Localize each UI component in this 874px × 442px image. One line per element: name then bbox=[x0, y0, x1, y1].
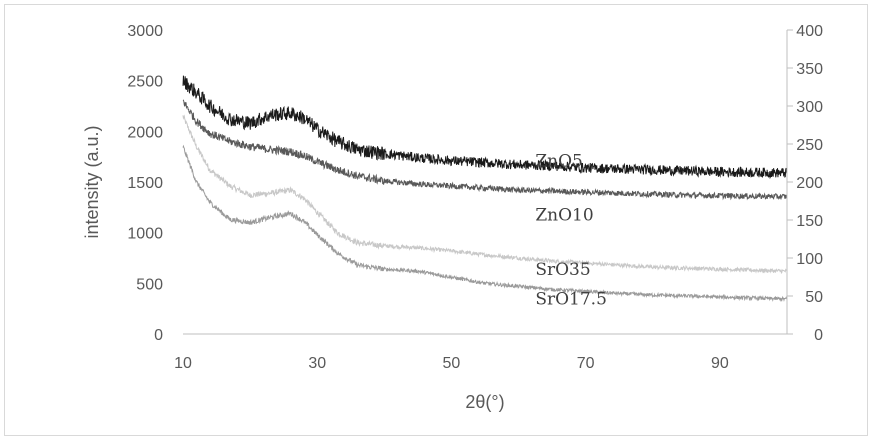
y-tick-label: 0 bbox=[154, 327, 163, 344]
x-tick-label: 30 bbox=[308, 355, 326, 372]
x-tick-label: 50 bbox=[443, 355, 461, 372]
series-line-sro17-5 bbox=[182, 144, 788, 302]
y2-tick-label: 400 bbox=[796, 23, 823, 40]
tick-labels: 0 500 1000 1500 2000 2500 3000 0 50 100 150 200 250 3… bbox=[127, 23, 823, 372]
y2-tick-label: 300 bbox=[796, 99, 823, 116]
x-tick-label: 70 bbox=[577, 355, 595, 372]
y2-tick-label: 150 bbox=[796, 213, 823, 230]
y2-tick-label: 50 bbox=[805, 289, 823, 306]
y-tick-label: 3000 bbox=[127, 23, 163, 40]
axes-layer bbox=[183, 30, 788, 335]
y2-tick-label: 100 bbox=[796, 251, 823, 268]
series-label: SrO17.5 bbox=[535, 290, 607, 310]
series-label: ZnO10 bbox=[535, 205, 593, 225]
x-axis-title: 2θ(°) bbox=[465, 392, 504, 412]
y2-tick-label: 350 bbox=[796, 61, 823, 78]
chart-frame bbox=[4, 4, 868, 436]
series-label: ZnO5 bbox=[535, 152, 583, 172]
series-layer bbox=[182, 75, 788, 302]
y-tick-label: 2000 bbox=[127, 124, 163, 141]
y2-tick-label: 200 bbox=[796, 175, 823, 192]
x-tick-label: 90 bbox=[711, 355, 729, 372]
y2-tick-label: 0 bbox=[814, 327, 823, 344]
y-tick-label: 500 bbox=[136, 276, 163, 293]
y2-tick-label: 250 bbox=[796, 137, 823, 154]
x-tick-label: 10 bbox=[174, 355, 192, 372]
series-line-zno5 bbox=[182, 75, 788, 180]
series-line-zno10 bbox=[182, 99, 788, 201]
series-labels: ZnO5 ZnO10 SrO35 SrO17.5 bbox=[535, 152, 607, 310]
y-tick-label: 2500 bbox=[127, 74, 163, 91]
series-label: SrO35 bbox=[535, 260, 590, 280]
series-line-sro35 bbox=[182, 114, 788, 274]
y-tick-label: 1000 bbox=[127, 226, 163, 243]
y-axis-title: intensity (a.u.) bbox=[82, 125, 102, 238]
y-tick-label: 1500 bbox=[127, 175, 163, 192]
